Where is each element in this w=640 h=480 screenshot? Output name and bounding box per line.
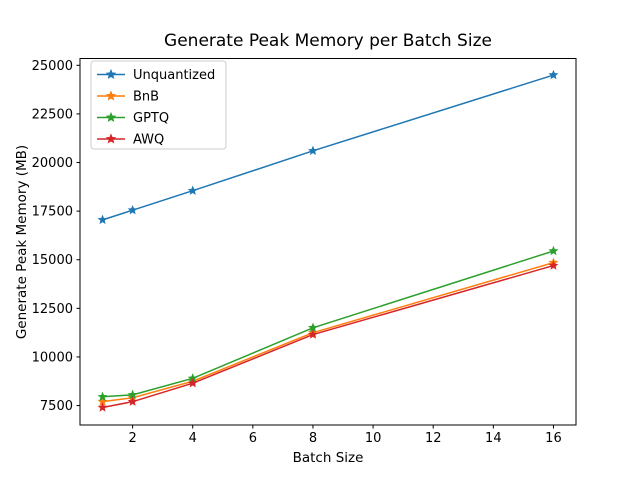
legend-marker-awq xyxy=(105,133,117,144)
chart-title: Generate Peak Memory per Batch Size xyxy=(164,31,492,51)
series-marker-awq xyxy=(187,378,198,388)
legend-label-awq: AWQ xyxy=(133,133,164,148)
x-tick-label: 16 xyxy=(545,431,562,446)
x-tick-label: 2 xyxy=(128,431,136,446)
series-marker-awq xyxy=(308,329,318,339)
y-tick-label: 17500 xyxy=(32,205,73,220)
series-marker-bnb xyxy=(97,396,108,406)
y-tick-label: 20000 xyxy=(32,156,73,171)
y-tick-label: 10000 xyxy=(32,350,73,365)
x-tick-label: 4 xyxy=(189,431,197,446)
x-tick-label: 10 xyxy=(365,431,382,446)
y-axis-label: Generate Peak Memory (MB) xyxy=(14,145,30,339)
series-marker-awq xyxy=(127,396,138,406)
legend-label-bnb: BnB xyxy=(133,90,159,105)
series-marker-unquantized xyxy=(187,185,198,195)
y-tick-label: 12500 xyxy=(32,302,73,317)
series-marker-unquantized xyxy=(97,214,108,225)
y-tick-label: 25000 xyxy=(32,59,73,74)
series-line-gptq xyxy=(101,250,555,398)
x-axis-label: Batch Size xyxy=(293,450,364,466)
x-tick-label: 12 xyxy=(425,431,442,446)
y-tick-label: 15000 xyxy=(32,253,73,268)
series-marker-gptq xyxy=(548,245,559,256)
legend-label-gptq: GPTQ xyxy=(133,111,169,126)
y-tick-label: 7500 xyxy=(40,399,73,414)
series-marker-unquantized xyxy=(127,204,138,215)
series-marker-gptq xyxy=(97,391,108,402)
series-marker-gptq xyxy=(127,389,138,400)
series-marker-gptq xyxy=(187,373,198,383)
legend-marker-bnb xyxy=(105,90,117,101)
series-marker-unquantized xyxy=(548,69,559,80)
axes-frame xyxy=(79,58,577,426)
series-line-awq xyxy=(101,264,555,409)
series-marker-awq xyxy=(548,260,559,270)
legend-label-unquantized: Unquantized xyxy=(133,68,215,83)
legend-marker-unquantized xyxy=(105,68,117,80)
x-tick-label: 6 xyxy=(249,431,257,446)
legend-box xyxy=(90,60,227,150)
series-line-bnb xyxy=(101,261,555,403)
series-marker-unquantized xyxy=(308,145,318,156)
legend-marker-gptq xyxy=(105,111,117,123)
x-tick-label: 14 xyxy=(485,431,502,446)
y-tick-label: 22500 xyxy=(32,107,73,122)
series-marker-gptq xyxy=(308,322,318,332)
x-tick-label: 8 xyxy=(309,431,317,446)
series-marker-awq xyxy=(97,402,108,412)
